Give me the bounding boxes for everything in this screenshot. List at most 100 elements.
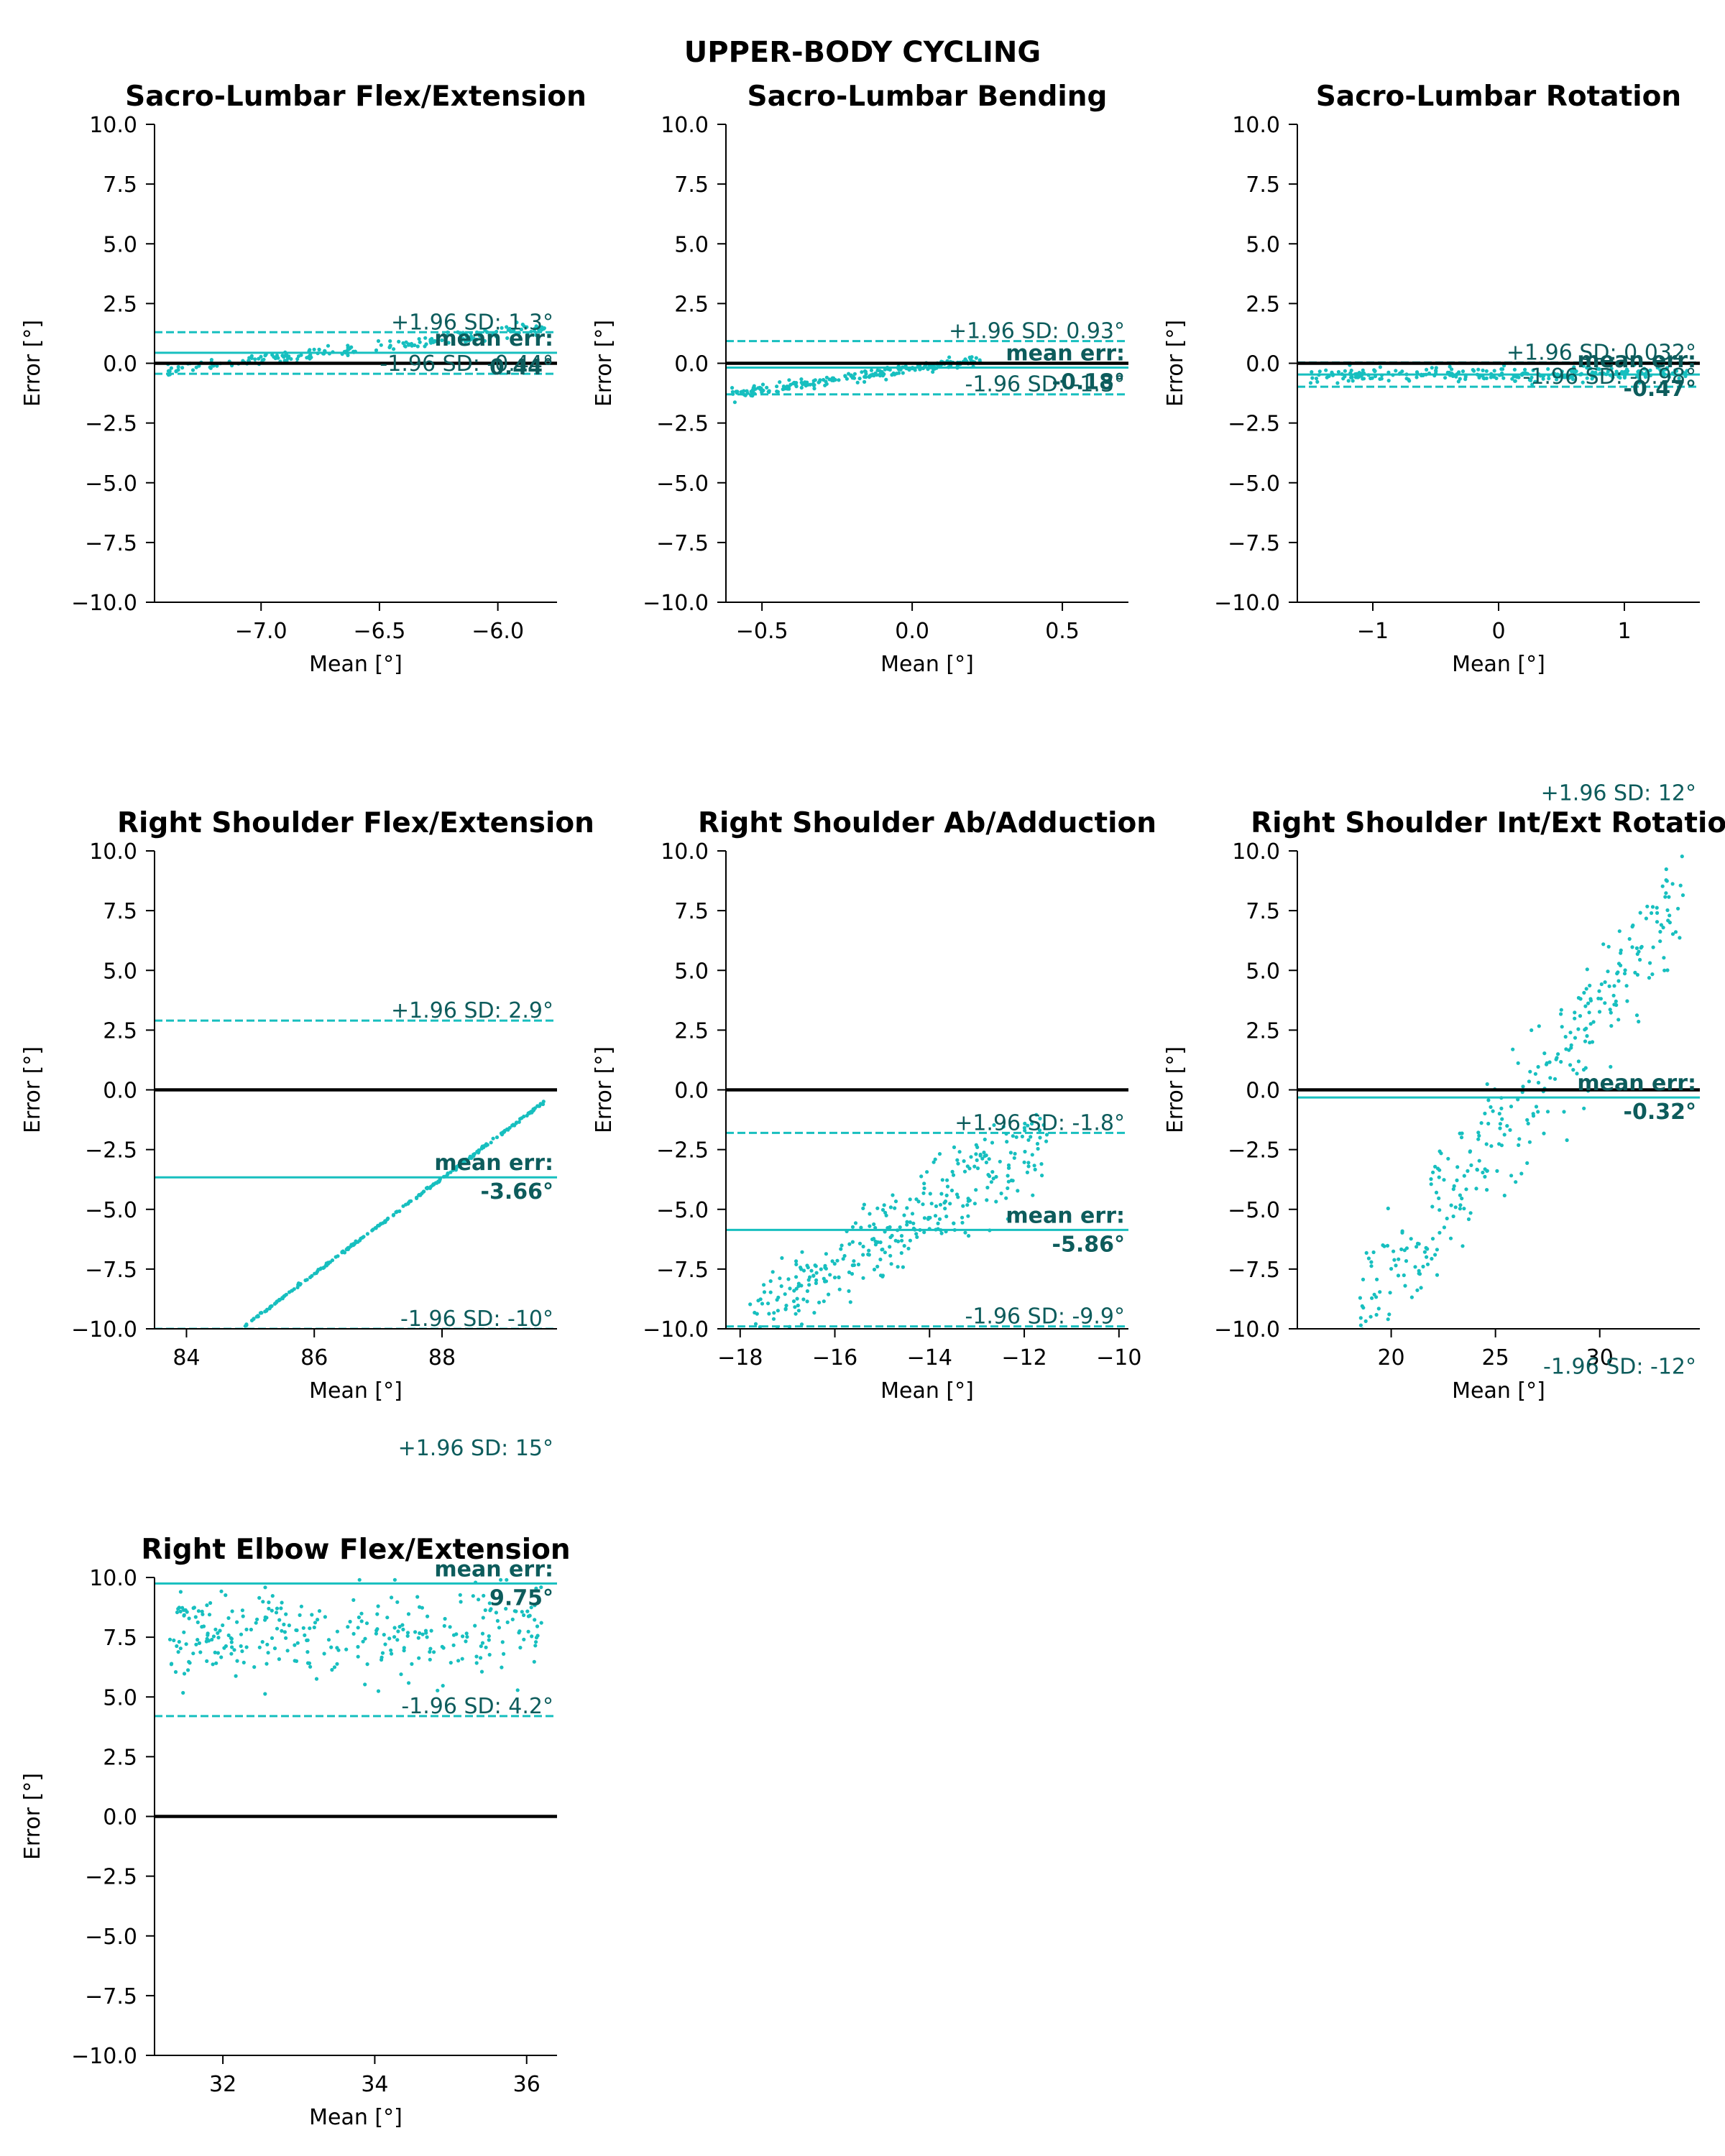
data-point [1006,1174,1010,1178]
data-point [382,1633,386,1637]
data-point [1464,1187,1468,1192]
data-point [830,376,834,380]
data-point [229,1640,234,1644]
data-point [529,1606,533,1610]
data-point [1502,1193,1506,1198]
data-point [1563,1035,1568,1039]
data-point [1370,376,1374,380]
data-point [169,366,173,370]
data-point [730,386,735,390]
data-point [1536,1080,1541,1085]
data-point [762,1290,767,1294]
data-point [883,1210,888,1215]
data-point [983,1154,987,1158]
data-point [1650,972,1655,977]
data-point [1439,1151,1443,1156]
data-point [804,1330,807,1334]
y-tick-label: 7.5 [103,172,137,198]
data-point [837,378,841,382]
data-point [277,1618,282,1622]
data-point [1435,1273,1440,1277]
data-point [445,333,449,338]
data-point [373,1226,377,1230]
data-point [305,356,309,360]
data-point [926,1215,931,1220]
data-point [440,1644,444,1649]
data-point [1034,1112,1039,1117]
data-point [991,1176,995,1181]
data-point [806,1266,810,1270]
chart-panel-7: Right Elbow Flex/Extension −10.0 −7.5 −5.0 −… [20,1436,571,2130]
data-point [520,1610,524,1614]
data-point [277,1657,281,1662]
data-point [365,1232,369,1236]
data-point [943,1199,948,1204]
data-point [1425,1255,1429,1259]
data-point [1417,1242,1421,1246]
data-point [1430,1204,1435,1209]
data-point [428,1657,432,1662]
data-point [418,340,422,344]
data-point [205,1659,209,1663]
y-axis-label: Error [°] [20,1773,45,1860]
data-point [749,1330,753,1334]
data-point [1020,1134,1024,1138]
data-point [1616,970,1620,975]
data-point [357,1577,362,1582]
y-axis-label: Error [°] [1163,1046,1188,1133]
data-point [200,1625,204,1629]
data-point [785,384,789,389]
data-point [907,368,911,372]
y-tick-label: 7.5 [103,1626,137,1651]
data-point [500,326,504,330]
data-point [214,1661,218,1665]
data-point [1366,1256,1371,1261]
data-point [1358,1323,1363,1327]
data-point [1515,375,1519,379]
y-tick-label: 10.0 [89,839,137,865]
data-point [1590,1040,1595,1044]
y-tick-label: −2.5 [656,1138,709,1164]
data-point [389,1648,393,1652]
y-tick-label: 10.0 [661,839,709,865]
data-point [1449,1203,1453,1207]
data-point [987,1157,991,1161]
data-point [1369,1264,1374,1268]
data-point [1492,369,1496,373]
data-point [494,1611,499,1615]
data-point [1012,1156,1016,1160]
data-point [374,348,379,352]
data-point [428,1649,432,1654]
data-point [280,1600,284,1605]
data-point [534,333,538,337]
data-point [305,1638,309,1643]
data-point [861,1244,865,1249]
data-point [956,1195,960,1199]
data-point [1667,895,1671,899]
data-point [1576,995,1581,1000]
data-point [1394,1263,1398,1268]
data-point [1547,377,1551,381]
data-point [1530,382,1535,387]
data-point [303,1278,308,1283]
data-point [1468,1211,1473,1215]
data-point [363,1682,367,1687]
data-point [370,1228,374,1233]
data-point [1005,1140,1009,1144]
data-point [267,1606,271,1611]
data-point [869,368,874,372]
data-point [1668,921,1672,925]
upper-loa-label: +1.96 SD: 1.3° [391,310,553,335]
data-point [1619,948,1623,952]
y-tick-label: −5.0 [85,471,137,497]
data-point [852,372,857,376]
data-point [1341,377,1346,381]
y-tick-label: −2.5 [656,412,709,437]
data-point [531,1109,535,1113]
data-point [872,1237,876,1241]
data-point [1008,1151,1013,1155]
data-point [505,336,510,341]
data-point [805,1299,809,1304]
data-point [888,1205,893,1210]
data-point [933,1157,937,1161]
